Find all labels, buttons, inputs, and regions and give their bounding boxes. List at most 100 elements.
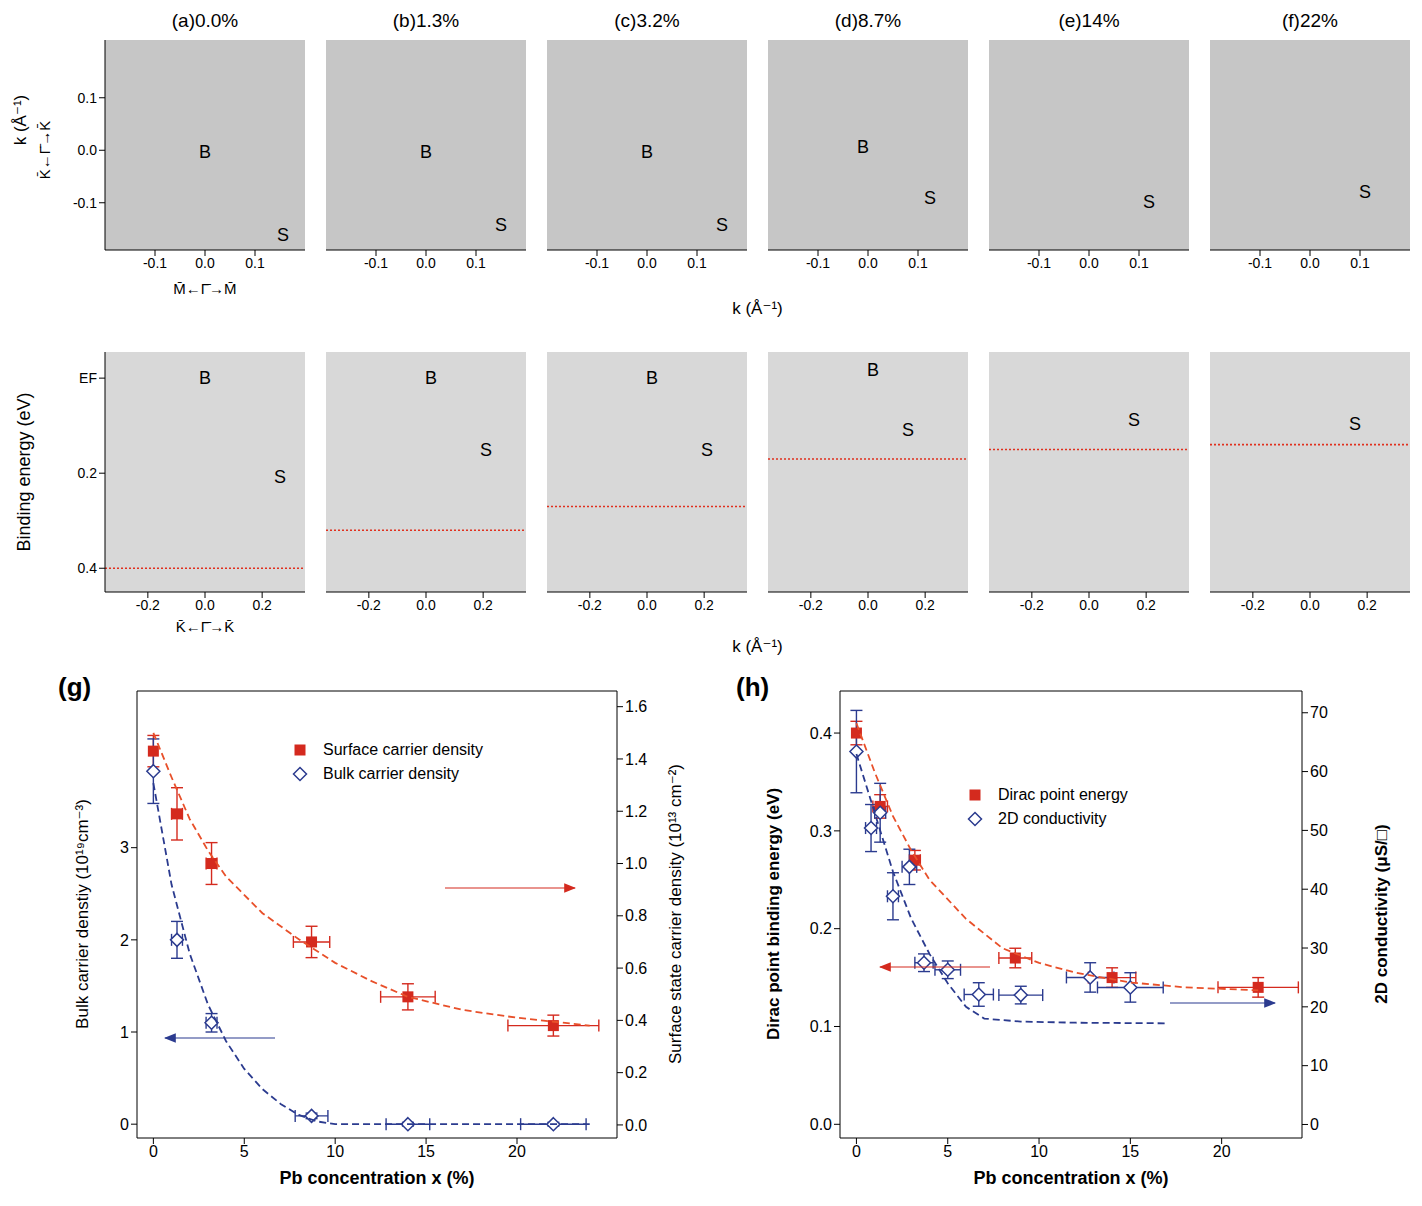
- svg-text:15: 15: [417, 1143, 435, 1160]
- html-text:Binding energy (eV): Binding energy (eV): [13, 392, 34, 552]
- svg-text:-0.2: -0.2: [578, 597, 602, 613]
- svg-text:0.0: 0.0: [195, 597, 215, 613]
- html-text:(d)8.7%: (d)8.7%: [834, 10, 902, 31]
- svg-text:-0.1: -0.1: [806, 255, 830, 271]
- svg-text:-0.2: -0.2: [136, 597, 160, 613]
- svg-text:0.1: 0.1: [810, 1018, 832, 1035]
- svg-text:-0.1: -0.1: [364, 255, 388, 271]
- svg-text:0.0: 0.0: [637, 255, 657, 271]
- svg-text:15: 15: [1121, 1143, 1139, 1160]
- svg-text:0.1: 0.1: [1129, 255, 1149, 271]
- svg-text:50: 50: [1310, 822, 1328, 839]
- svg-text:0.2: 0.2: [473, 597, 493, 613]
- html-text:k (Å⁻¹): k (Å⁻¹): [10, 94, 30, 146]
- html-text:(e)14%: (e)14%: [1058, 10, 1120, 31]
- svg-text:-0.2: -0.2: [357, 597, 381, 613]
- svg-text:0.2: 0.2: [1136, 597, 1156, 613]
- svg-text:20: 20: [1310, 999, 1328, 1016]
- svg-text:EF: EF: [79, 370, 97, 386]
- svg-text:-0.1: -0.1: [585, 255, 609, 271]
- svg-text:0.0: 0.0: [1300, 255, 1320, 271]
- html-text:K̄←Γ̄→K̄: K̄←Γ̄→K̄: [35, 120, 53, 180]
- svg-text:1.6: 1.6: [625, 698, 647, 715]
- svg-text:1.4: 1.4: [625, 751, 647, 768]
- svg-text:0.1: 0.1: [908, 255, 928, 271]
- svg-text:0.1: 0.1: [687, 255, 707, 271]
- svg-text:0: 0: [852, 1143, 861, 1160]
- svg-text:0.3: 0.3: [810, 823, 832, 840]
- svg-text:0.4: 0.4: [625, 1012, 647, 1029]
- svg-text:-0.1: -0.1: [1248, 255, 1272, 271]
- svg-text:0.2: 0.2: [252, 597, 272, 613]
- svg-text:3: 3: [120, 839, 129, 856]
- html-text:Bulk carrier denstiy (10¹⁹cm⁻³: Bulk carrier denstiy (10¹⁹cm⁻³): [72, 799, 92, 1029]
- html-text:(c)3.2%: (c)3.2%: [614, 10, 680, 31]
- svg-text:1.2: 1.2: [625, 803, 647, 820]
- svg-text:0.4: 0.4: [810, 725, 832, 742]
- html-text:M̄←Γ̄→M̄: M̄←Γ̄→M̄: [173, 280, 237, 297]
- svg-text:0.6: 0.6: [625, 960, 647, 977]
- svg-text:60: 60: [1310, 763, 1328, 780]
- html-text:K̄←Γ̄→K̄: K̄←Γ̄→K̄: [175, 618, 235, 635]
- html-text:Surface carrier density: Surface carrier density: [323, 741, 484, 758]
- svg-text:0: 0: [149, 1143, 158, 1160]
- svg-text:0.2: 0.2: [625, 1064, 647, 1081]
- svg-text:40: 40: [1310, 881, 1328, 898]
- svg-text:0.0: 0.0: [625, 1117, 647, 1134]
- svg-text:5: 5: [943, 1143, 952, 1160]
- svg-text:-0.2: -0.2: [799, 597, 823, 613]
- svg-text:0.2: 0.2: [810, 920, 832, 937]
- svg-text:0.1: 0.1: [78, 90, 98, 106]
- svg-text:2: 2: [120, 932, 129, 949]
- svg-text:-0.2: -0.2: [1020, 597, 1044, 613]
- svg-text:0: 0: [120, 1116, 129, 1133]
- svg-text:30: 30: [1310, 940, 1328, 957]
- svg-text:0.0: 0.0: [637, 597, 657, 613]
- html-text:(a)0.0%: (a)0.0%: [171, 10, 239, 31]
- svg-text:0.2: 0.2: [1357, 597, 1377, 613]
- svg-text:0.1: 0.1: [466, 255, 486, 271]
- html-text:Pb concentration x (%): Pb concentration x (%): [279, 1168, 475, 1188]
- svg-text:0.0: 0.0: [858, 597, 878, 613]
- svg-text:0.1: 0.1: [245, 255, 265, 271]
- svg-text:0.1: 0.1: [1350, 255, 1370, 271]
- html-text:Surface state carrier density: Surface state carrier density (10¹³ cm⁻²…: [665, 764, 685, 1064]
- svg-text:0: 0: [1310, 1116, 1319, 1133]
- svg-text:1: 1: [120, 1024, 129, 1041]
- svg-text:0.0: 0.0: [78, 142, 98, 158]
- svg-text:0.2: 0.2: [78, 465, 98, 481]
- svg-text:10: 10: [1030, 1143, 1048, 1160]
- svg-text:-0.1: -0.1: [1027, 255, 1051, 271]
- html-text:Pb concentration x (%): Pb concentration x (%): [973, 1168, 1169, 1188]
- svg-text:0.0: 0.0: [810, 1116, 832, 1133]
- svg-text:-0.1: -0.1: [143, 255, 167, 271]
- svg-text:-0.2: -0.2: [1241, 597, 1265, 613]
- svg-text:20: 20: [1213, 1143, 1231, 1160]
- svg-text:20: 20: [508, 1143, 526, 1160]
- svg-text:0.0: 0.0: [1300, 597, 1320, 613]
- svg-text:0.0: 0.0: [858, 255, 878, 271]
- html-text:k (Å⁻¹): k (Å⁻¹): [732, 299, 783, 318]
- svg-text:0.0: 0.0: [195, 255, 215, 271]
- html-text:(h): (h): [736, 672, 770, 702]
- svg-text:0.2: 0.2: [694, 597, 714, 613]
- html-text:2D conductivity (μS/□): 2D conductivity (μS/□): [1372, 824, 1391, 1004]
- svg-text:0.0: 0.0: [416, 597, 436, 613]
- html-text:(f)22%: (f)22%: [1282, 10, 1338, 31]
- svg-text:0.0: 0.0: [416, 255, 436, 271]
- svg-text:1.0: 1.0: [625, 855, 647, 872]
- svg-text:0.0: 0.0: [1079, 255, 1099, 271]
- svg-text:10: 10: [1310, 1057, 1328, 1074]
- html-text:(b)1.3%: (b)1.3%: [392, 10, 460, 31]
- html-text:k (Å⁻¹): k (Å⁻¹): [732, 637, 783, 656]
- svg-text:0.8: 0.8: [625, 907, 647, 924]
- svg-text:0.0: 0.0: [1079, 597, 1099, 613]
- svg-text:0.2: 0.2: [915, 597, 935, 613]
- svg-text:0.4: 0.4: [78, 560, 98, 576]
- html-text:Dirac point binding energy (eV: Dirac point binding energy (eV): [764, 787, 783, 1041]
- html-text:(g): (g): [58, 672, 92, 702]
- svg-text:5: 5: [240, 1143, 249, 1160]
- svg-text:10: 10: [326, 1143, 344, 1160]
- svg-text:-0.1: -0.1: [73, 195, 97, 211]
- svg-text:70: 70: [1310, 704, 1328, 721]
